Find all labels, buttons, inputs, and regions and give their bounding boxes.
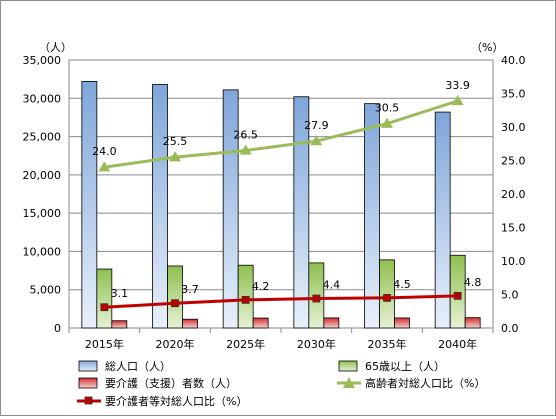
left-axis-unit-label: （人）	[39, 41, 72, 54]
x-axis-category-label: 2035年	[368, 337, 407, 351]
right-axis-tick-label: 10.0	[501, 255, 526, 268]
left-axis-tick-label: 20,000	[23, 169, 62, 182]
bar	[434, 111, 451, 329]
data-label: 4.8	[464, 276, 482, 289]
bar	[464, 317, 481, 329]
right-axis-tick-label: 15.0	[501, 222, 526, 235]
legend-label: 総人口（人）	[105, 359, 171, 373]
right-axis-tick-label: 0.0	[501, 322, 519, 335]
x-axis-category-label: 2025年	[226, 337, 265, 351]
data-label: 4.5	[393, 278, 411, 291]
line-point	[100, 303, 109, 312]
x-axis-category-label: 2040年	[438, 337, 477, 351]
data-label: 3.1	[111, 287, 129, 300]
bar	[293, 96, 310, 329]
line-point	[241, 295, 250, 304]
data-label: 3.7	[181, 283, 199, 296]
line-point	[381, 117, 393, 128]
data-label: 30.5	[375, 102, 400, 115]
right-axis-tick-label: 25.0	[501, 155, 526, 168]
line-point	[169, 151, 181, 162]
line-point	[451, 94, 464, 106]
bar	[81, 81, 98, 329]
bar	[449, 254, 466, 329]
series-line	[104, 294, 458, 309]
right-axis-tick-label: 20.0	[501, 188, 526, 201]
bar	[252, 317, 269, 329]
legend-label: 要介護者等対総人口比（%）	[105, 394, 247, 408]
left-axis-tick-label: 35,000	[23, 54, 62, 67]
legend-label: 65歳以上（人）	[365, 360, 445, 373]
line-point	[171, 299, 179, 308]
left-axis-tick-label: 5,000	[30, 284, 62, 297]
bar	[222, 89, 239, 329]
bar	[152, 84, 168, 329]
left-axis-tick-label: 0	[54, 322, 61, 335]
bar	[182, 318, 198, 329]
legend-label: 高齢者対総人口比（%）	[365, 376, 485, 390]
line-point	[383, 293, 391, 302]
bar	[167, 265, 183, 329]
series-line	[104, 99, 459, 169]
left-axis-tick-label: 25,000	[23, 131, 62, 144]
line-point	[310, 135, 323, 146]
x-axis-category-label: 2020年	[156, 337, 195, 351]
bar	[111, 320, 128, 329]
left-axis-tick-label: 10,000	[23, 245, 62, 258]
legend-marker	[84, 396, 93, 405]
right-axis-tick-label: 35.0	[501, 88, 526, 101]
legend-marker	[343, 377, 355, 388]
right-axis-tick-label: 30.0	[501, 121, 526, 134]
data-label: 4.2	[252, 280, 270, 293]
data-label: 27.9	[304, 119, 329, 132]
right-axis-unit-label: （%）	[471, 41, 503, 54]
legend: 総人口（人） 65歳以上（人） 要介護（支援）者数（人） 高齢者対総人口比（%） 要介護…	[77, 359, 485, 408]
bar	[323, 317, 340, 329]
line-point	[453, 291, 462, 300]
line-point	[98, 161, 111, 172]
legend-swatch	[78, 360, 98, 372]
legend-swatch	[338, 360, 358, 372]
right-axis-tick-label: 5.0	[501, 289, 519, 302]
bar	[364, 103, 380, 329]
bar	[394, 317, 410, 329]
bar	[96, 268, 113, 329]
line-point	[312, 294, 321, 303]
left-axis-tick-label: 30,000	[23, 92, 62, 105]
left-axis-tick-label: 15,000	[23, 207, 62, 220]
right-axis-tick-label: 40.0	[501, 54, 526, 67]
data-label: 24.0	[92, 145, 117, 158]
legend-label: 要介護（支援）者数（人）	[105, 376, 237, 390]
data-label: 25.5	[163, 135, 188, 148]
data-label: 33.9	[445, 79, 470, 92]
data-label: 26.5	[233, 128, 258, 141]
x-axis-category-label: 2015年	[85, 337, 124, 351]
x-axis-category-label: 2030年	[297, 337, 336, 351]
data-label: 4.4	[323, 279, 341, 292]
plot-area	[68, 59, 494, 329]
bar	[379, 259, 395, 329]
legend-swatch	[78, 377, 98, 389]
line-point	[239, 144, 252, 155]
